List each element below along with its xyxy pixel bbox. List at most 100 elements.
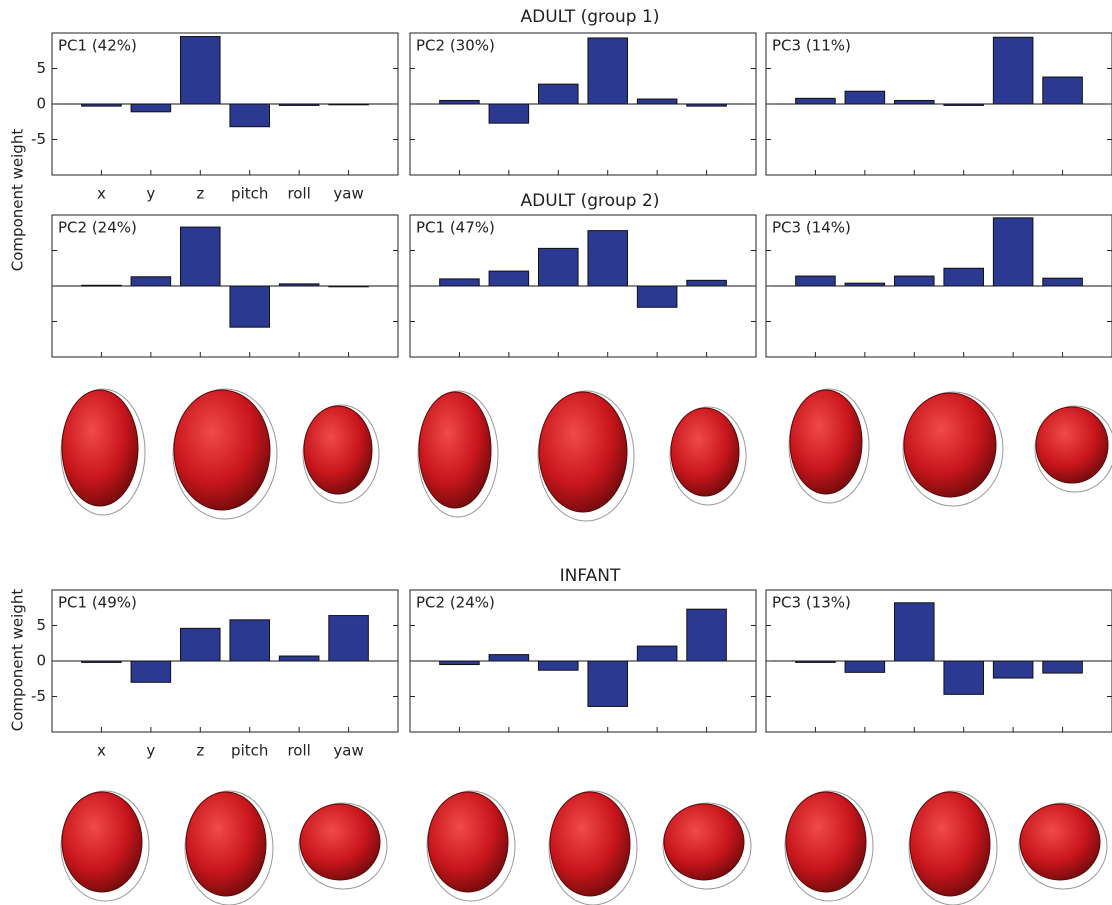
bar — [82, 104, 122, 106]
bar — [796, 661, 836, 662]
bar — [845, 283, 885, 286]
bar — [1043, 661, 1083, 673]
group-title: ADULT (group 1) — [521, 7, 660, 27]
bar — [993, 37, 1033, 104]
bar — [796, 276, 836, 286]
x-tick-label: pitch — [231, 185, 268, 203]
x-tick-label: yaw — [333, 742, 363, 760]
group-title: ADULT (group 2) — [521, 191, 660, 211]
group-title: INFANT — [560, 566, 621, 586]
bar — [637, 646, 677, 661]
bar — [1043, 278, 1083, 286]
y-tick-label: 0 — [36, 652, 46, 670]
bar — [329, 616, 369, 661]
panel-title: PC1 (47%) — [416, 219, 495, 237]
bar — [181, 37, 221, 104]
bar — [588, 661, 628, 706]
bar — [440, 661, 480, 665]
figure: ADULT (group 1) ADULT (group 2) INFANT C… — [0, 0, 1112, 905]
head — [186, 792, 266, 896]
head — [419, 392, 491, 508]
x-tick-label: z — [196, 185, 204, 203]
head — [62, 390, 138, 506]
x-tick-label: x — [97, 185, 106, 203]
x-tick-label: roll — [287, 742, 310, 760]
x-tick-label: pitch — [231, 742, 268, 760]
bar — [895, 100, 935, 104]
x-tick-label: roll — [287, 185, 310, 203]
bar — [489, 104, 529, 123]
bar — [895, 603, 935, 661]
bar — [944, 268, 984, 286]
bar — [796, 98, 836, 104]
head — [304, 406, 372, 494]
bar — [279, 656, 319, 661]
x-tick-label: x — [97, 742, 106, 760]
bar — [993, 218, 1033, 286]
bar — [329, 104, 369, 105]
y-tick-label: 5 — [36, 59, 46, 77]
head — [664, 804, 744, 880]
head — [1036, 407, 1108, 483]
bar — [845, 661, 885, 672]
bar — [131, 104, 171, 112]
head — [539, 392, 627, 512]
bar — [230, 286, 270, 327]
head — [910, 792, 990, 896]
bar — [279, 104, 319, 105]
panel-title: PC1 (49%) — [58, 594, 137, 612]
y-axis-label: Component weight — [9, 589, 27, 732]
bar — [687, 104, 727, 106]
bar — [637, 99, 677, 104]
y-tick-label: 0 — [36, 95, 46, 113]
y-tick-label: -5 — [31, 687, 46, 705]
bar — [1043, 77, 1083, 104]
bar — [489, 271, 529, 286]
head — [1020, 804, 1100, 880]
head — [790, 390, 862, 494]
bar — [687, 609, 727, 661]
bar — [944, 104, 984, 105]
head — [550, 792, 630, 896]
head — [300, 804, 380, 880]
head — [904, 393, 996, 497]
bar — [131, 277, 171, 286]
head — [671, 408, 739, 496]
bar — [539, 248, 579, 286]
head — [428, 792, 508, 892]
bar — [131, 661, 171, 682]
panel-title: PC2 (24%) — [58, 219, 137, 237]
bar — [329, 286, 369, 287]
bar — [944, 661, 984, 694]
bar — [687, 280, 727, 286]
bar — [895, 276, 935, 286]
y-axis-label: Component weight — [9, 129, 27, 272]
bar — [82, 285, 122, 286]
y-tick-label: -5 — [31, 130, 46, 148]
panel-title: PC3 (14%) — [772, 219, 851, 237]
x-tick-label: y — [146, 742, 155, 760]
bar — [588, 38, 628, 104]
bar — [637, 286, 677, 307]
head — [62, 792, 142, 892]
panel-title: PC1 (42%) — [58, 37, 137, 55]
head — [174, 390, 270, 510]
panel-title: PC3 (13%) — [772, 594, 851, 612]
bar — [440, 100, 480, 104]
bar — [993, 661, 1033, 678]
bar — [588, 231, 628, 286]
bar — [82, 661, 122, 662]
x-tick-label: z — [196, 742, 204, 760]
bar — [279, 284, 319, 286]
panel-title: PC2 (24%) — [416, 594, 495, 612]
bar — [230, 620, 270, 661]
bar — [440, 279, 480, 286]
x-tick-label: yaw — [333, 185, 363, 203]
bar — [539, 661, 579, 670]
bar — [489, 655, 529, 661]
bar — [539, 84, 579, 104]
x-tick-label: y — [146, 185, 155, 203]
panel-title: PC3 (11%) — [772, 37, 851, 55]
bar — [845, 91, 885, 104]
bar — [181, 227, 221, 286]
